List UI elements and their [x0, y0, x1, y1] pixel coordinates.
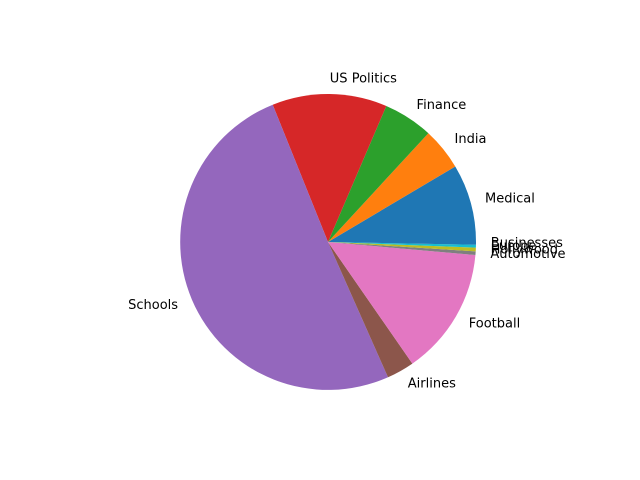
pie-slice-schools — [180, 104, 389, 390]
pie-slice-europe — [328, 242, 476, 248]
pie-slice-airlines — [328, 242, 413, 378]
pie-slice-hollywood — [328, 242, 476, 252]
pie-slice-medical — [328, 166, 476, 242]
pie-label-hollywood: Hollywood — [491, 243, 558, 258]
pie-label-schools: Schools — [128, 298, 178, 313]
pie-label-finance: Finance — [417, 98, 467, 113]
pie-label-europe: Europe — [491, 239, 537, 254]
pie-label-airlines: Airlines — [408, 376, 456, 391]
pie-label-medical: Medical — [485, 191, 535, 206]
pie-slice-automotive — [328, 242, 476, 256]
pie-label-automotive: Automotive — [490, 247, 565, 262]
pie-slices — [180, 93, 476, 390]
pie-slice-businesses — [328, 242, 476, 245]
pie-slice-football — [328, 242, 476, 364]
pie-label-india: India — [455, 132, 487, 147]
pie-label-football: Football — [469, 316, 520, 331]
pie-slice-finance — [328, 105, 429, 242]
pie-label-us-politics: US Politics — [330, 72, 397, 87]
pie-slice-india — [328, 133, 456, 242]
pie-labels: Medical India Finance US Politics Schools Air… — [128, 72, 565, 392]
pie-slice-us-politics — [272, 93, 387, 242]
pie-label-businesses: Businesses — [491, 236, 563, 251]
